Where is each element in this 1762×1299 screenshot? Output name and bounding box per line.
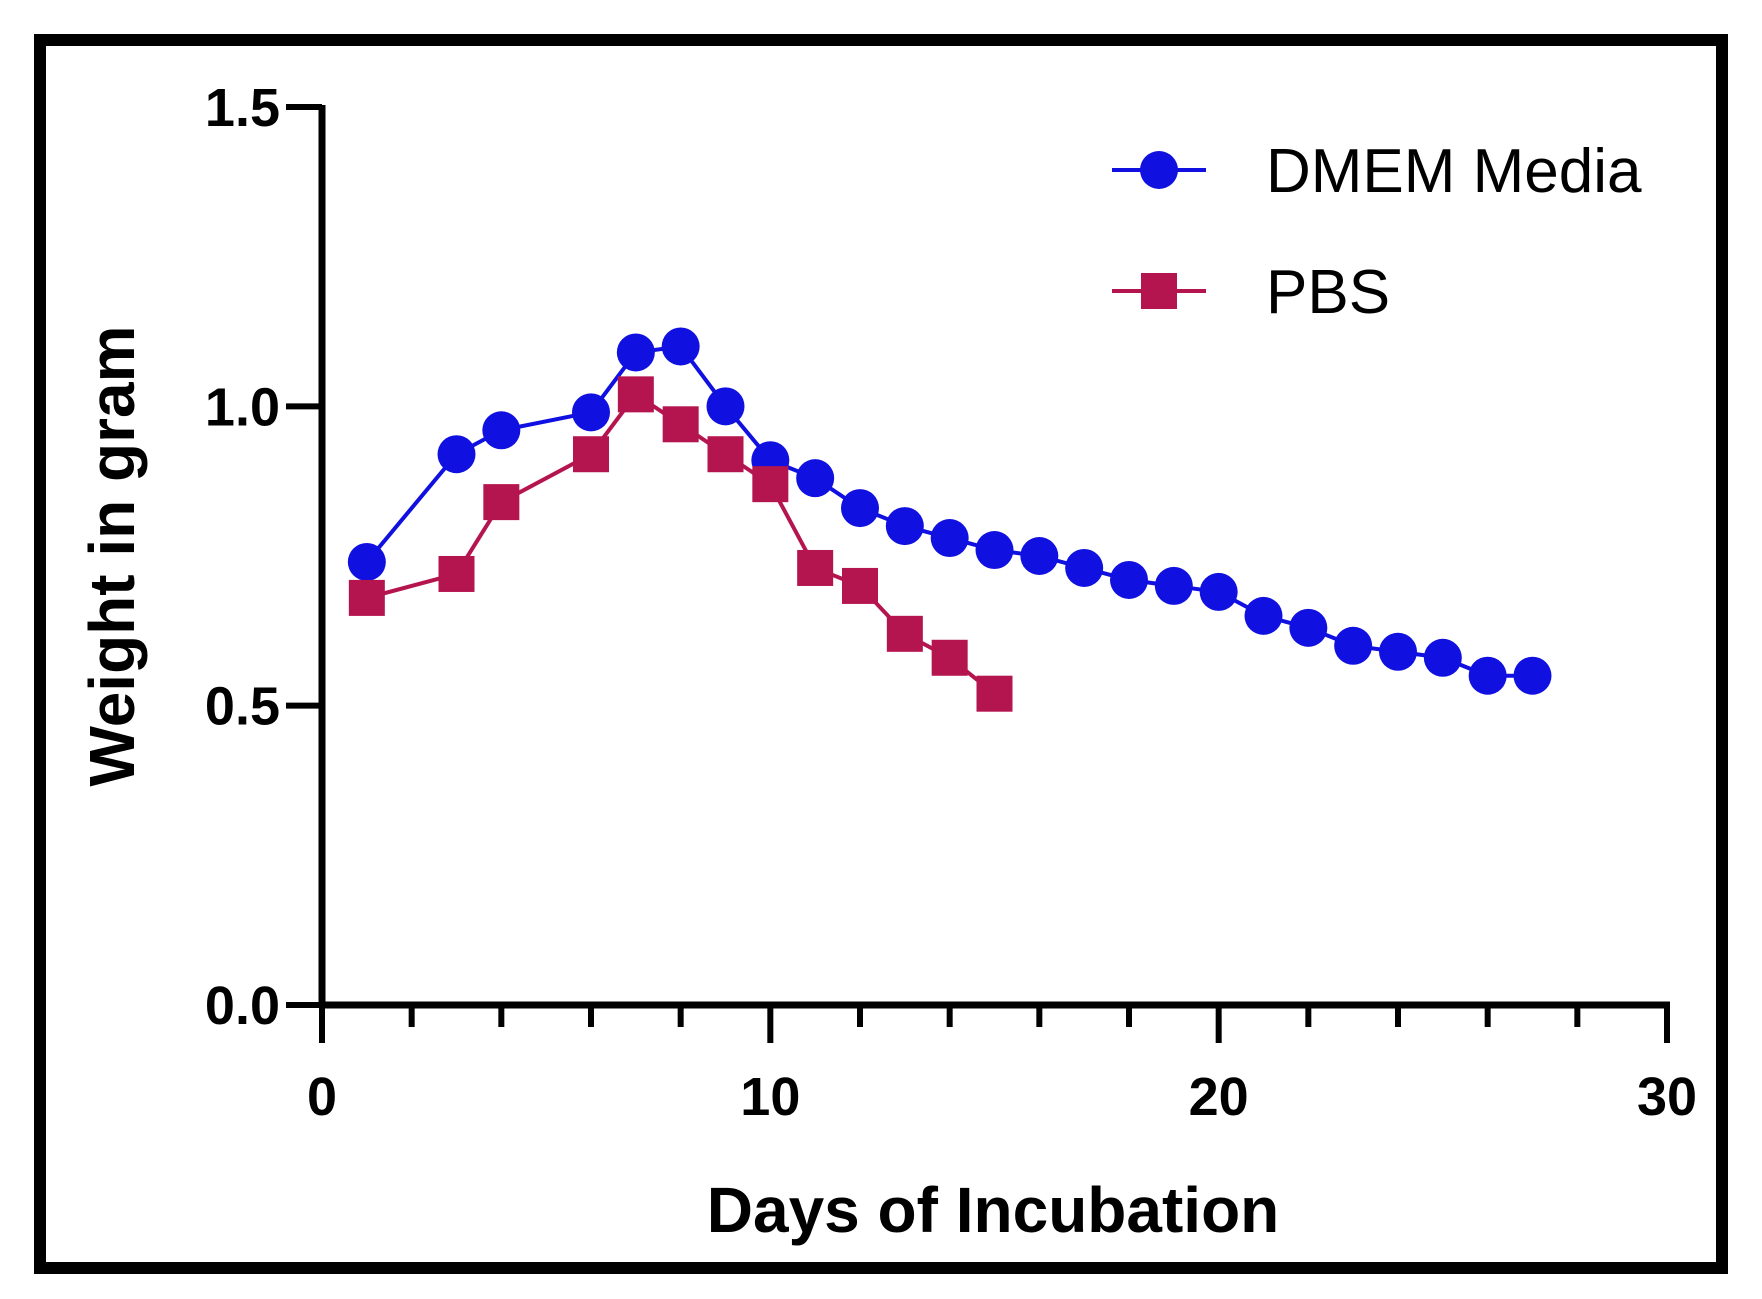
series-0 [347,327,1552,695]
data-point [930,519,969,558]
legend-marker [1141,273,1177,309]
data-point [348,579,385,616]
series-line [365,344,1533,678]
data-point [841,489,879,528]
data-point [1244,596,1283,635]
data-point [573,436,609,473]
x-tick-label: 0 [307,1067,337,1127]
data-point [975,531,1014,570]
data-point [797,549,834,586]
series-layer [347,327,1552,712]
data-point [1020,537,1059,575]
legend-item-1: PBS [1112,258,1390,327]
data-point [886,615,923,652]
data-point [1065,548,1104,587]
data-point [1154,566,1193,605]
y-tick-label: 0.0 [205,976,280,1036]
legend-label: DMEM Media [1266,137,1642,206]
y-tick-label: 1.5 [205,78,280,138]
data-point [661,327,700,366]
axes: 0.0 0.5 1.0 1.5 0 10 20 30 [205,78,1697,1127]
series-1 [348,376,1013,712]
data-point [931,639,968,676]
y-tick-label: 0.5 [205,677,280,737]
data-point [706,387,745,426]
legend: DMEM Media PBS [1112,137,1642,327]
data-point [437,435,476,474]
legend-label: PBS [1266,258,1390,327]
data-point [662,406,699,443]
data-point [347,542,386,581]
data-point [976,675,1013,712]
data-point [1423,638,1462,677]
data-point [1199,572,1238,611]
y-tick-label: 1.0 [205,377,280,437]
data-point [617,376,654,413]
data-point [1379,632,1417,671]
data-point [796,459,835,498]
x-tick-label: 10 [740,1067,800,1127]
data-point [752,466,789,503]
data-point [885,507,924,546]
legend-item-0: DMEM Media [1112,137,1642,206]
data-point [438,555,475,592]
y-axis-title: Weight in gram [76,325,148,786]
x-tick-label: 30 [1637,1067,1697,1127]
x-tick-label: 20 [1189,1067,1249,1127]
data-point [1289,608,1328,647]
data-point [842,567,878,604]
data-point [1468,656,1507,695]
data-point [1110,560,1148,599]
data-point [1513,656,1552,695]
data-point [482,411,521,450]
data-point [707,436,744,473]
x-axis-title: Days of Incubation [707,1174,1280,1246]
data-point [1334,626,1373,665]
data-point [616,333,655,372]
data-point [572,393,610,432]
data-point [483,484,520,521]
legend-marker [1140,151,1178,189]
